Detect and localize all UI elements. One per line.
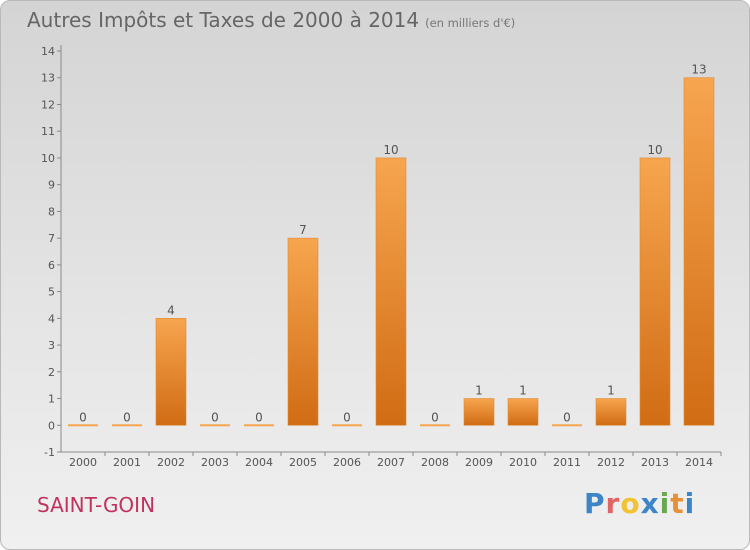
data-label-2012: 1 bbox=[607, 384, 615, 398]
logo-letter: P bbox=[584, 487, 606, 520]
y-tick-label: 5 bbox=[48, 286, 55, 299]
data-label-2007: 10 bbox=[383, 143, 398, 157]
data-label-2004: 0 bbox=[255, 410, 263, 424]
chart-unit: (en milliers d'€) bbox=[425, 16, 516, 30]
x-tick-label: 2010 bbox=[509, 456, 537, 469]
data-label-2005: 7 bbox=[299, 223, 307, 237]
y-tick-label: 13 bbox=[41, 72, 55, 85]
y-tick-label: -1 bbox=[44, 446, 55, 459]
bar-2006 bbox=[332, 424, 362, 427]
x-tick-label: 2006 bbox=[333, 456, 361, 469]
proxiti-logo: Proxiti bbox=[584, 487, 695, 520]
x-tick-label: 2003 bbox=[201, 456, 229, 469]
data-label-2008: 0 bbox=[431, 410, 439, 424]
x-tick-label: 2012 bbox=[597, 456, 625, 469]
x-tick-label: 2004 bbox=[245, 456, 273, 469]
bar-2014 bbox=[683, 77, 715, 426]
bar-2011 bbox=[552, 424, 582, 427]
x-tick-label: 2000 bbox=[69, 456, 97, 469]
logo-letter: x bbox=[640, 487, 660, 520]
y-tick-label: 7 bbox=[48, 232, 55, 245]
x-tick-label: 2009 bbox=[465, 456, 493, 469]
y-tick-label: 11 bbox=[41, 125, 55, 138]
chart-title: Autres Impôts et Taxes de 2000 à 2014 (en… bbox=[27, 8, 515, 32]
x-tick-label: 2011 bbox=[553, 456, 581, 469]
y-tick-label: 1 bbox=[48, 393, 55, 406]
logo-letter: r bbox=[605, 487, 621, 520]
bar-2008 bbox=[420, 424, 450, 427]
data-label-2013: 10 bbox=[647, 143, 662, 157]
x-tick-label: 2008 bbox=[421, 456, 449, 469]
x-tick-label: 2014 bbox=[685, 456, 713, 469]
bar-2003 bbox=[200, 424, 230, 427]
chart-title-text: Autres Impôts et Taxes de 2000 à 2014 bbox=[27, 8, 420, 32]
data-label-2003: 0 bbox=[211, 410, 219, 424]
bar-2002 bbox=[155, 318, 187, 426]
bar-2004 bbox=[244, 424, 274, 427]
bar-2010 bbox=[507, 398, 539, 426]
x-tick-label: 2007 bbox=[377, 456, 405, 469]
data-label-2009: 1 bbox=[475, 384, 483, 398]
bar-2013 bbox=[639, 157, 671, 426]
bar-2000 bbox=[68, 424, 98, 427]
data-label-2000: 0 bbox=[79, 410, 87, 424]
x-tick-label: 2005 bbox=[289, 456, 317, 469]
y-tick-label: 10 bbox=[41, 152, 55, 165]
y-tick-label: 0 bbox=[48, 419, 55, 432]
data-label-2006: 0 bbox=[343, 410, 351, 424]
bar-2012 bbox=[595, 398, 627, 426]
logo-letter: i bbox=[684, 487, 696, 520]
logo-letter: i bbox=[659, 487, 671, 520]
bar-2001 bbox=[112, 424, 142, 427]
commune-name: SAINT-GOIN bbox=[37, 493, 156, 517]
bar-2007 bbox=[375, 157, 407, 426]
y-tick-label: 2 bbox=[48, 366, 55, 379]
data-label-2001: 0 bbox=[123, 410, 131, 424]
logo-letter: o bbox=[620, 487, 641, 520]
y-tick-label: 9 bbox=[48, 179, 55, 192]
y-tick-label: 12 bbox=[41, 98, 55, 111]
data-label-2011: 0 bbox=[563, 410, 571, 424]
y-tick-label: 8 bbox=[48, 205, 55, 218]
x-tick-label: 2013 bbox=[641, 456, 669, 469]
data-label-2010: 1 bbox=[519, 384, 527, 398]
y-tick-label: 14 bbox=[41, 45, 55, 58]
x-tick-label: 2001 bbox=[113, 456, 141, 469]
data-label-2014: 13 bbox=[691, 63, 706, 77]
bar-2005 bbox=[287, 237, 319, 426]
y-tick-label: 3 bbox=[48, 339, 55, 352]
data-label-2002: 4 bbox=[167, 303, 175, 317]
y-tick-label: 4 bbox=[48, 312, 55, 325]
bar-2009 bbox=[463, 398, 495, 426]
x-tick-label: 2002 bbox=[157, 456, 185, 469]
y-tick-label: 6 bbox=[48, 259, 55, 272]
logo-letter: t bbox=[670, 487, 685, 520]
